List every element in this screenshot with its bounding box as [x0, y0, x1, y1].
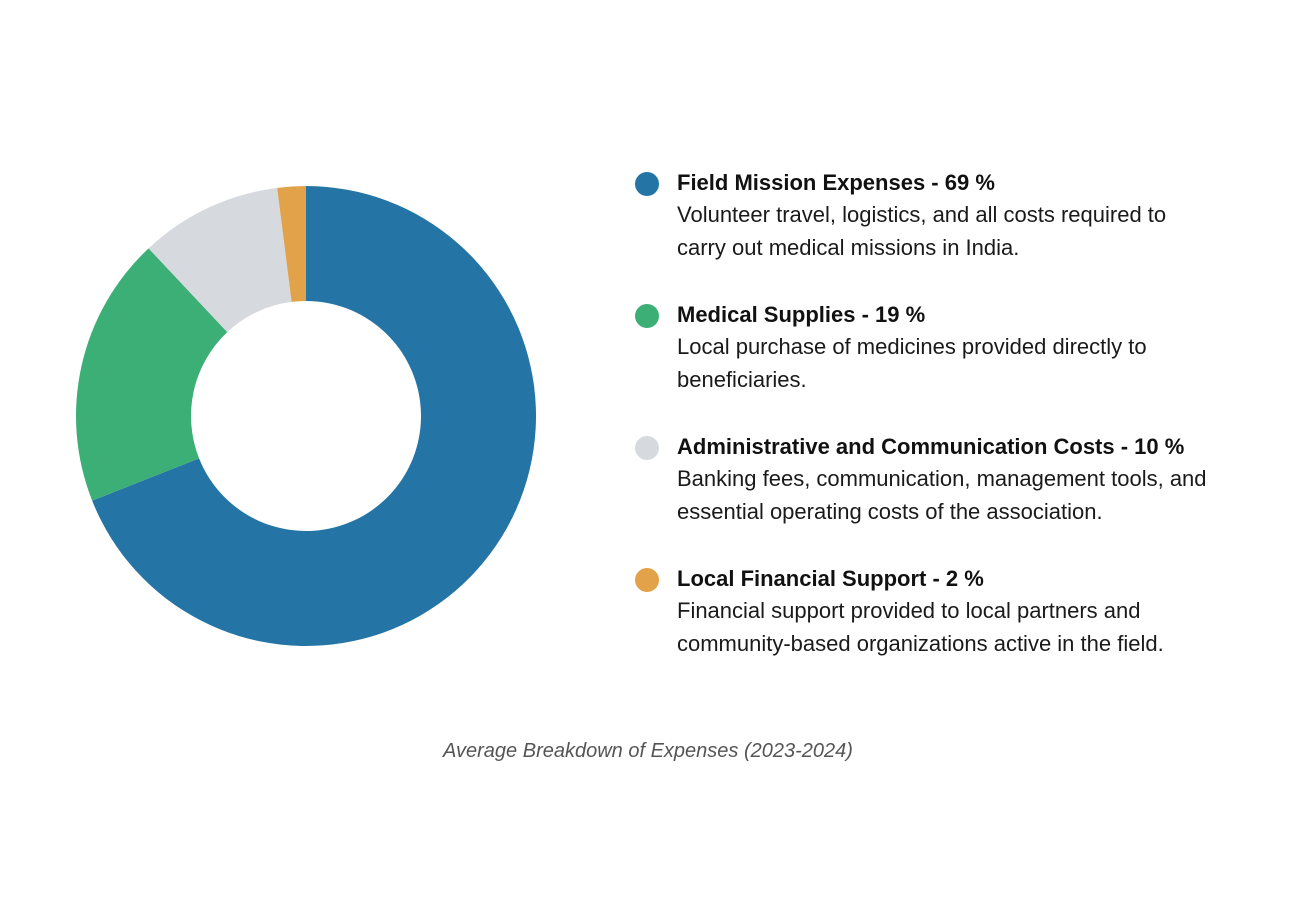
chart-caption: Average Breakdown of Expenses (2023-2024…	[443, 740, 853, 762]
legend-label-local-support: Local Financial Support - 2 %	[677, 566, 984, 591]
donut-slice-administrative	[148, 187, 292, 333]
chart-legend: Field Mission Expenses - 69 % Volunteer …	[635, 168, 1275, 696]
legend-swatch-administrative	[635, 436, 659, 460]
legend-description-administrative: Banking fees, communication, management …	[677, 466, 1207, 524]
legend-item-medical-supplies: Medical Supplies - 19 % Local purchase o…	[635, 300, 1275, 432]
legend-description-field-mission: Volunteer travel, logistics, and all cos…	[677, 202, 1167, 260]
legend-swatch-medical-supplies	[635, 304, 659, 328]
legend-label-medical-supplies: Medical Supplies - 19 %	[677, 302, 926, 327]
legend-label-administrative: Administrative and Communication Costs -…	[677, 434, 1185, 459]
donut-slice-local-support	[277, 186, 306, 302]
legend-swatch-local-support	[635, 568, 659, 592]
legend-description-local-support: Financial support provided to local part…	[677, 598, 1164, 656]
legend-item-local-support: Local Financial Support - 2 % Financial …	[635, 564, 1275, 696]
legend-label-field-mission: Field Mission Expenses - 69 %	[677, 170, 995, 195]
donut-slice-field-mission	[92, 186, 536, 646]
legend-item-field-mission: Field Mission Expenses - 69 % Volunteer …	[635, 168, 1275, 300]
legend-swatch-field-mission	[635, 172, 659, 196]
donut-chart	[76, 186, 536, 646]
legend-description-medical-supplies: Local purchase of medicines provided dir…	[677, 334, 1147, 392]
legend-item-administrative: Administrative and Communication Costs -…	[635, 432, 1275, 564]
donut-slice-medical-supplies	[76, 248, 228, 501]
